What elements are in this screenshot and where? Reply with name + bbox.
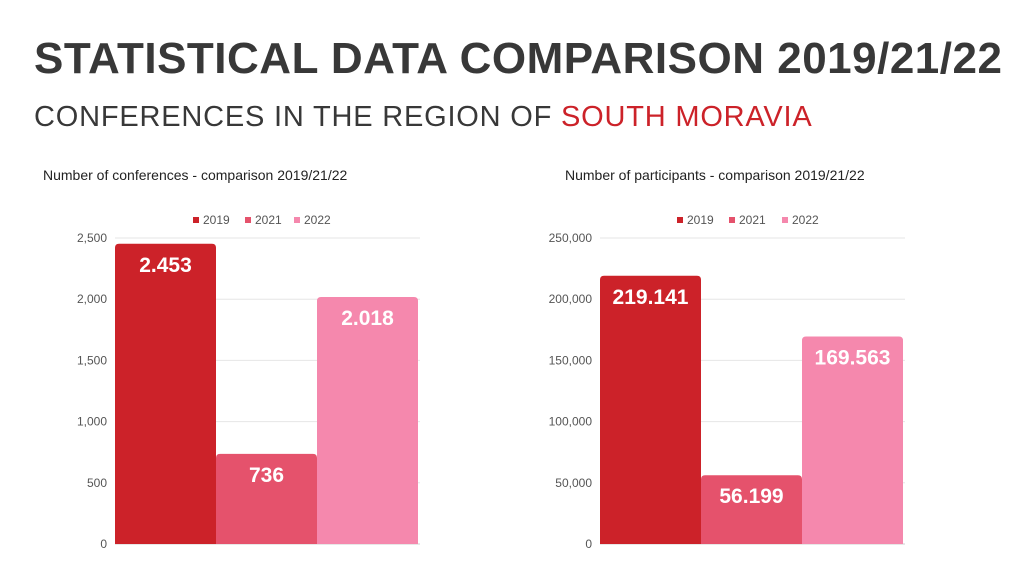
- data-label-2019: 2.453: [139, 254, 192, 277]
- y-tick-label: 100,000: [549, 415, 593, 429]
- bar-2022: [317, 296, 418, 544]
- conferences-chart-title: Number of conferences - comparison 2019/…: [43, 167, 348, 183]
- legend-label-2021: 2021: [739, 213, 766, 227]
- legend-label-2021: 2021: [255, 213, 282, 227]
- y-tick-label: 500: [87, 476, 107, 490]
- legend-swatch-2019: [677, 217, 683, 223]
- subtitle-region: SOUTH MORAVIA: [561, 101, 813, 133]
- data-label-2019: 219.141: [613, 286, 689, 309]
- legend-swatch-2019: [193, 217, 199, 223]
- participants-chart: 0 50,000 100,000 150,000 200,000 250,000 2019 2…: [549, 213, 905, 551]
- y-tick-label: 0: [585, 537, 592, 551]
- legend-label-2022: 2022: [792, 213, 819, 227]
- legend-label-2019: 2019: [687, 213, 714, 227]
- legend-swatch-2021: [729, 217, 735, 223]
- y-tick-label: 150,000: [549, 353, 593, 367]
- data-label-2022: 169.563: [815, 346, 891, 369]
- data-label-2022: 2.018: [341, 307, 394, 330]
- bar-2021: [216, 453, 317, 544]
- y-tick-label: 2,500: [77, 231, 107, 245]
- bar-2022: [802, 336, 903, 544]
- legend-swatch-2021: [245, 217, 251, 223]
- y-tick-label: 1,500: [77, 353, 107, 367]
- bar-2021: [701, 475, 802, 544]
- y-tick-label: 1,000: [77, 415, 107, 429]
- conferences-chart: 0 500 1,000 1,500 2,000 2,500 2019 2021 2022 2.45…: [77, 213, 420, 551]
- legend-swatch-2022: [782, 217, 788, 223]
- y-tick-label: 2,000: [77, 292, 107, 306]
- y-tick-label: 250,000: [549, 231, 593, 245]
- page-title: STATISTICAL DATA COMPARISON 2019/21/22: [34, 34, 1003, 83]
- participants-chart-title: Number of participants - comparison 2019…: [565, 167, 865, 183]
- y-tick-label: 0: [100, 537, 107, 551]
- legend-label-2022: 2022: [304, 213, 331, 227]
- data-label-2021: 56.199: [719, 485, 783, 508]
- legend-swatch-2022: [294, 217, 300, 223]
- y-tick-label: 200,000: [549, 292, 593, 306]
- page-subtitle: CONFERENCES IN THE REGION OF SOUTH MORAV…: [34, 101, 813, 134]
- bar-2019: [115, 243, 216, 544]
- bar-2019: [600, 275, 701, 544]
- legend-label-2019: 2019: [203, 213, 230, 227]
- data-label-2021: 736: [249, 464, 284, 487]
- y-tick-label: 50,000: [555, 476, 592, 490]
- subtitle-prefix: CONFERENCES IN THE REGION OF: [34, 101, 561, 133]
